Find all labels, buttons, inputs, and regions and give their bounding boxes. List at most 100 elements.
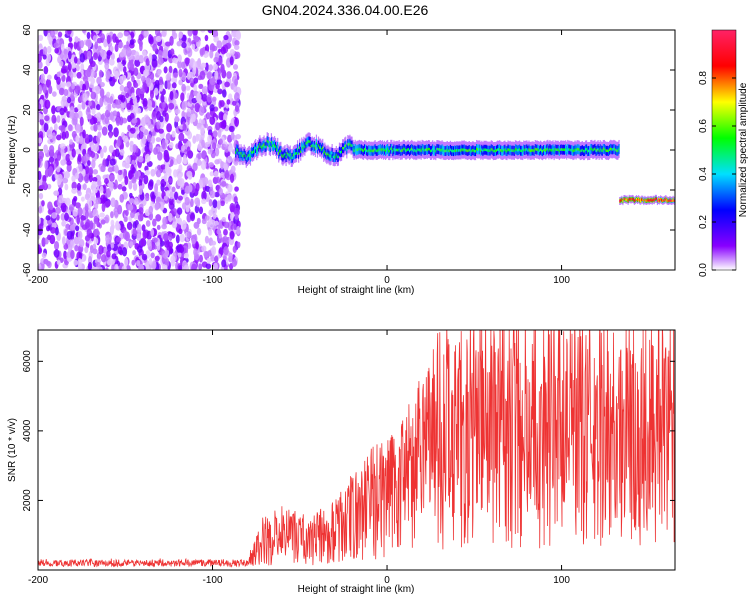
heatmap-cell <box>163 195 168 201</box>
heatmap-cell <box>436 147 438 151</box>
heatmap-cell <box>225 52 232 58</box>
heatmap-cell <box>110 211 114 219</box>
heatmap-cell <box>517 148 520 152</box>
heatmap-cell <box>403 147 405 151</box>
heatmap-cell <box>484 148 486 152</box>
heatmap-cell <box>267 140 269 144</box>
y-tick-label: 40 <box>22 64 33 76</box>
heatmap-cell <box>178 245 185 254</box>
heatmap-cell <box>625 198 627 202</box>
heatmap-cell <box>435 149 437 153</box>
heatmap-cell <box>71 187 78 194</box>
heatmap-cell <box>170 48 175 55</box>
heatmap-cell <box>41 252 47 259</box>
heatmap-cell <box>100 165 106 173</box>
heatmap-cell <box>76 182 82 191</box>
heatmap-cell <box>569 148 571 151</box>
heatmap-cell <box>38 170 42 181</box>
heatmap-cell <box>156 179 161 186</box>
heatmap-cell <box>183 252 189 259</box>
heatmap-cell <box>131 259 136 266</box>
heatmap-cell <box>216 40 223 49</box>
heatmap-cell <box>183 264 190 270</box>
heatmap-cell <box>156 224 161 230</box>
heatmap-cell <box>75 135 80 143</box>
heatmap-cell <box>147 180 154 191</box>
heatmap-cell <box>339 151 342 154</box>
heatmap-cell <box>66 165 71 172</box>
heatmap-cell <box>117 183 123 190</box>
heatmap-cell <box>193 221 200 229</box>
heatmap-cell <box>241 154 243 157</box>
heatmap-cell <box>128 180 133 190</box>
heatmap-cell <box>231 258 238 267</box>
x-tick-label: 0 <box>384 275 390 286</box>
heatmap-cell <box>63 48 68 55</box>
heatmap-cell <box>201 245 207 253</box>
heatmap-cell <box>213 170 219 178</box>
heatmap-cell <box>286 151 288 155</box>
heatmap-cell <box>133 67 139 77</box>
heatmap-cell <box>203 122 208 129</box>
heatmap-cell <box>85 39 92 47</box>
heatmap-cell <box>360 148 363 151</box>
heatmap-cell <box>163 66 168 74</box>
heatmap-cell <box>634 198 637 202</box>
heatmap-cell <box>59 257 64 264</box>
heatmap-cell <box>671 199 673 203</box>
heatmap-cell <box>470 149 473 153</box>
heatmap-cell <box>181 145 186 152</box>
colorbar-label: Normalized spectral amplitude <box>738 82 749 217</box>
heatmap-cell <box>45 260 51 267</box>
heatmap-cell <box>71 83 76 90</box>
heatmap-cell <box>53 42 59 49</box>
heatmap-cell <box>192 65 197 76</box>
heatmap-cell <box>404 149 407 152</box>
heatmap-cell <box>197 152 202 160</box>
heatmap-cell <box>170 260 176 267</box>
heatmap-cell <box>385 148 388 151</box>
heatmap-cell <box>208 209 214 217</box>
heatmap-cell <box>88 166 94 176</box>
heatmap-cell <box>43 30 49 37</box>
heatmap-cell <box>171 130 176 138</box>
heatmap-cell <box>125 156 130 165</box>
heatmap-cell <box>165 41 171 47</box>
heatmap-cell <box>183 112 189 118</box>
heatmap-cell <box>53 249 60 258</box>
heatmap-cell <box>86 113 92 120</box>
heatmap-cell <box>151 260 157 270</box>
heatmap-cell <box>43 145 49 154</box>
heatmap-cell <box>240 151 242 155</box>
heatmap-cell <box>336 155 338 159</box>
y-tick-label: 4000 <box>22 419 33 442</box>
heatmap-cell <box>580 149 582 153</box>
heatmap-cell <box>65 153 71 162</box>
heatmap-cell <box>93 123 98 132</box>
heatmap-cell <box>493 149 496 153</box>
heatmap-cell <box>86 106 91 113</box>
heatmap-cell <box>124 163 130 169</box>
heatmap-cell <box>160 94 165 103</box>
heatmap-cell <box>583 149 586 153</box>
heatmap-cell <box>73 259 78 266</box>
heatmap-cell <box>469 149 471 153</box>
heatmap-cell <box>192 30 198 36</box>
heatmap-cell <box>82 30 87 34</box>
heatmap-cell <box>76 215 81 225</box>
heatmap-cell <box>204 34 209 42</box>
heatmap-cell <box>103 145 108 153</box>
snr-x-label: Height of straight line (km) <box>298 584 415 595</box>
heatmap-cell <box>44 115 50 122</box>
heatmap-cell <box>262 144 264 148</box>
heatmap-cell <box>508 149 510 152</box>
heatmap-cell <box>169 248 174 254</box>
heatmap-cell <box>98 245 104 255</box>
heatmap-cell <box>193 35 200 43</box>
heatmap-cell <box>647 198 649 202</box>
heatmap-cell <box>333 155 335 159</box>
heatmap-cell <box>143 174 149 185</box>
heatmap-cell <box>65 81 72 88</box>
heatmap-cell <box>211 246 217 256</box>
heatmap-cell <box>106 34 111 45</box>
